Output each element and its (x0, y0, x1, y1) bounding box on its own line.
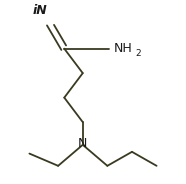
Text: iN: iN (32, 4, 47, 17)
Text: N: N (78, 137, 87, 151)
Text: NH: NH (113, 42, 132, 55)
Text: 2: 2 (135, 49, 141, 58)
